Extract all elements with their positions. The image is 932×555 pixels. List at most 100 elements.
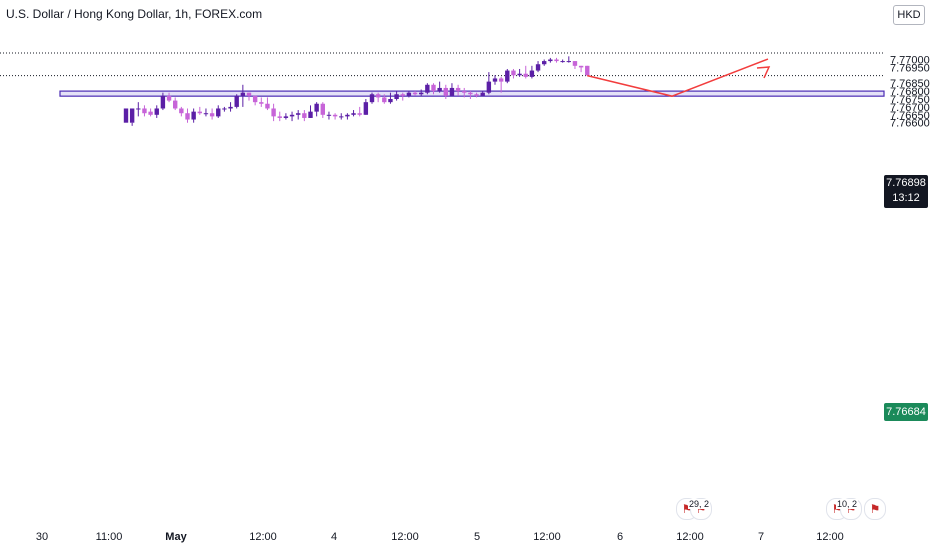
candle (185, 108, 190, 123)
candle-body (480, 92, 485, 96)
candle (123, 108, 129, 123)
candle (332, 113, 338, 120)
candle-body (529, 70, 535, 77)
candle-body (302, 113, 307, 118)
candle-body (474, 94, 479, 96)
candle (129, 108, 135, 126)
symbol-title: U.S. Dollar / Hong Kong Dollar, 1h, FORE… (6, 7, 263, 21)
candle (443, 84, 448, 99)
candle (289, 111, 295, 122)
candle-body (209, 113, 215, 117)
x-tick-label: 7 (758, 531, 764, 543)
candle (455, 84, 461, 96)
candle (449, 83, 455, 96)
candle-body (498, 78, 504, 82)
candle-body (228, 106, 233, 109)
candle (351, 110, 356, 117)
candle (357, 106, 362, 117)
candle (265, 97, 270, 111)
candle-body (129, 108, 135, 123)
candle-body (136, 108, 141, 110)
candle-body (511, 70, 516, 76)
candle-body (216, 108, 221, 117)
candle-body (271, 108, 276, 117)
candle (173, 97, 178, 111)
candle-body (369, 94, 375, 103)
candle-body (578, 65, 584, 68)
last-price-tag: 7.76898 13:12 (884, 175, 928, 208)
y-tick-label: 7.76650 (890, 110, 930, 122)
candle (406, 91, 412, 98)
candle (425, 83, 430, 95)
candle (259, 97, 264, 107)
candle (529, 65, 535, 79)
candle (271, 103, 276, 122)
candle-body (326, 114, 332, 116)
x-tick-label: 6 (617, 531, 623, 543)
y-tick-label: 7.77000 (890, 55, 930, 67)
candle-body (277, 116, 282, 118)
candle-body (554, 59, 559, 62)
us-flag-icon[interactable]: ⚑ (864, 498, 886, 520)
candle-body (191, 111, 196, 120)
x-tick-label: 12:00 (533, 531, 561, 543)
candle (320, 102, 325, 118)
candle (542, 59, 547, 66)
y-tick-label: 7.76950 (890, 62, 930, 74)
candle-body (437, 87, 442, 92)
candle-body (548, 59, 553, 62)
candle (240, 84, 246, 107)
x-tick-label: 30 (36, 531, 48, 543)
candle (326, 111, 332, 120)
candle-body (179, 108, 184, 114)
candle-body (566, 61, 571, 63)
y-tick-label: 7.76600 (890, 118, 930, 130)
candle-body (142, 108, 147, 114)
candle-body (351, 113, 356, 115)
event-count-badge: 10, 2 (836, 499, 859, 509)
candle-body (486, 81, 492, 93)
candle (314, 102, 319, 117)
candle-body (492, 78, 498, 82)
last-price-label: 7.76898 (886, 177, 926, 189)
candle (566, 56, 571, 63)
candle-body (572, 61, 578, 66)
x-tick-label: May (165, 531, 187, 543)
candle-body (523, 73, 528, 77)
candle-body (166, 95, 172, 101)
candle (400, 92, 405, 101)
candle (492, 75, 498, 85)
candle (382, 94, 387, 104)
candle (375, 92, 381, 103)
candle (160, 92, 166, 111)
candle-body (160, 95, 166, 109)
candle (166, 92, 172, 103)
candle (419, 89, 424, 96)
candle-body (234, 95, 239, 107)
candle (246, 92, 252, 101)
candle-body (308, 111, 313, 118)
candle-body (339, 116, 344, 118)
candle-body (535, 64, 541, 71)
candle-body (400, 94, 405, 96)
candle (148, 108, 153, 117)
candle-body (455, 87, 461, 92)
candle-body (363, 102, 369, 115)
candle (474, 92, 479, 98)
candle-body (425, 84, 430, 93)
candle (431, 83, 436, 95)
candle-body (240, 92, 246, 96)
currency-button[interactable]: HKD (893, 5, 925, 25)
candle-body (462, 91, 467, 93)
candle (578, 65, 584, 73)
y-tick-label: 7.76750 (890, 94, 930, 106)
candle (437, 81, 442, 93)
candle (136, 102, 141, 117)
candle (302, 110, 307, 122)
candle (228, 102, 233, 112)
candle-body (296, 113, 301, 115)
candle (197, 106, 202, 115)
candle (234, 94, 239, 109)
